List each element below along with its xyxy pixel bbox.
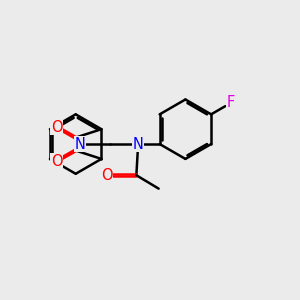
Text: O: O xyxy=(101,168,112,183)
Text: F: F xyxy=(227,95,235,110)
Text: O: O xyxy=(51,120,63,135)
Text: O: O xyxy=(51,154,63,169)
Text: N: N xyxy=(74,136,85,152)
Text: N: N xyxy=(132,136,143,152)
